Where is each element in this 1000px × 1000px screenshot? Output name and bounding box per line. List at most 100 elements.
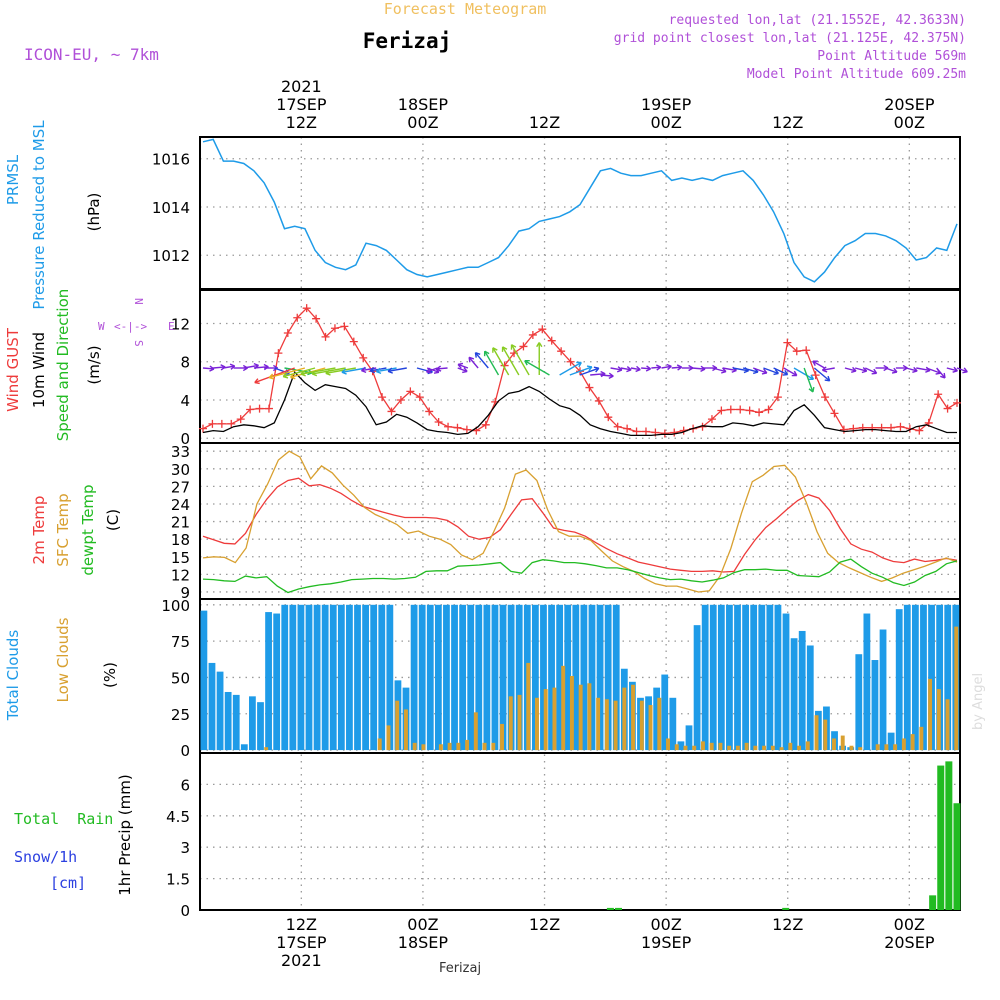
wind-arrow-head bbox=[782, 370, 789, 376]
low-cloud-bar bbox=[762, 745, 767, 751]
wind-arrow-head bbox=[289, 373, 296, 380]
wind-gust-marker bbox=[283, 329, 292, 338]
wind-direction-arrow bbox=[213, 366, 226, 369]
wind-arrow-head bbox=[536, 342, 543, 348]
wind-direction-arrow bbox=[559, 361, 582, 376]
low-cloud-bar bbox=[596, 697, 601, 751]
top-axis-date: 20SEP bbox=[884, 95, 935, 114]
wind-arrow-head bbox=[871, 368, 878, 375]
low-cloud-bar bbox=[692, 745, 697, 751]
low-cloud-bar bbox=[936, 689, 941, 751]
total-cloud-bar bbox=[782, 613, 790, 751]
low-cloud-bar bbox=[919, 726, 924, 751]
wind-arrow-head bbox=[524, 359, 530, 366]
total-cloud-bar bbox=[313, 604, 321, 751]
low-cloud-bar bbox=[727, 745, 732, 751]
y-tick-label: 0 bbox=[180, 430, 190, 448]
total-cloud-bar bbox=[386, 604, 394, 751]
low-cloud-bar bbox=[491, 742, 496, 751]
y-tick-label: 50 bbox=[171, 669, 190, 687]
wind-direction-arrow bbox=[661, 365, 672, 369]
wind-gust-marker bbox=[755, 408, 764, 417]
wind-gust-marker bbox=[302, 304, 311, 313]
total-cloud-bar bbox=[378, 604, 386, 751]
bottom-axis-date: 17SEP bbox=[276, 933, 327, 952]
wind-direction-arrow bbox=[492, 347, 510, 376]
pressure-line bbox=[202, 138, 958, 283]
wind-arrow-head bbox=[593, 366, 600, 373]
total-cloud-bar bbox=[499, 604, 507, 751]
wind-gust-marker bbox=[462, 425, 471, 434]
wind-arrow-head bbox=[608, 372, 614, 379]
y-axis-label: [cm] bbox=[50, 874, 86, 892]
wind-arrow-head bbox=[851, 366, 857, 374]
wind-direction-arrow bbox=[579, 367, 600, 376]
total-cloud-bar bbox=[717, 604, 725, 751]
wind-gust-marker bbox=[274, 349, 283, 358]
y-axis-label: 10m Wind bbox=[30, 332, 48, 408]
wind-arrow-head bbox=[501, 346, 508, 352]
low-cloud-bar bbox=[639, 700, 644, 751]
wind-gust-marker bbox=[378, 393, 387, 402]
y-tick-label: 1012 bbox=[152, 247, 190, 265]
wind-arrow-head bbox=[492, 347, 498, 353]
y-tick-label: 33 bbox=[171, 443, 190, 461]
total-cloud-bar bbox=[653, 687, 661, 751]
precip-bar bbox=[782, 907, 790, 910]
total-cloud-bar bbox=[459, 604, 467, 751]
total-cloud-bar bbox=[410, 604, 418, 751]
wind-gust-marker bbox=[736, 405, 745, 414]
total-cloud-bar bbox=[944, 604, 952, 751]
bottom-axis-hour: 00Z bbox=[894, 915, 925, 934]
y-tick-label: 1.5 bbox=[166, 871, 190, 889]
location-title: Ferizaj bbox=[363, 29, 452, 53]
low-cloud-bar bbox=[823, 719, 828, 751]
y-axis-label: Wind GUST bbox=[4, 327, 22, 412]
y-tick-label: 75 bbox=[171, 633, 190, 651]
y-axis-label: SFC Temp bbox=[54, 493, 72, 566]
total-cloud-bar bbox=[920, 604, 927, 751]
y-tick-label: 4 bbox=[180, 392, 190, 410]
wind-arrow-head bbox=[229, 363, 236, 370]
total-cloud-bar bbox=[685, 725, 693, 751]
y-axis-label: Low Clouds bbox=[54, 617, 72, 702]
low-cloud-bar bbox=[465, 739, 470, 751]
wind-direction-arrow bbox=[300, 367, 336, 375]
wind-gust-marker bbox=[783, 338, 792, 347]
low-cloud-bar bbox=[744, 742, 749, 751]
y-axis-label: (C) bbox=[104, 509, 122, 531]
wind-direction-arrow bbox=[524, 360, 550, 376]
wind-direction-arrow bbox=[854, 367, 867, 372]
wind-direction-arrow bbox=[936, 367, 946, 379]
total-cloud-bar bbox=[362, 604, 369, 751]
wind-arrow-head bbox=[436, 365, 442, 372]
wind-gust-marker bbox=[745, 406, 754, 415]
wind-gust-marker bbox=[415, 393, 424, 402]
wind-arrow-head bbox=[483, 350, 490, 357]
total-cloud-bar bbox=[887, 732, 895, 751]
total-cloud-bar bbox=[726, 604, 733, 751]
compass-south: S bbox=[132, 340, 145, 347]
compass-west: W bbox=[98, 320, 105, 333]
low-cloud-bar bbox=[403, 709, 408, 751]
chart-title: Forecast Meteogram bbox=[384, 0, 547, 18]
wind-gust-marker bbox=[330, 324, 339, 333]
total-cloud-bar bbox=[742, 604, 749, 751]
wind-gust-marker bbox=[641, 427, 650, 436]
total-cloud-bar bbox=[273, 613, 281, 751]
y-tick-label: 8 bbox=[180, 354, 190, 372]
low-cloud-bar bbox=[709, 742, 714, 751]
credit-watermark: by Angel bbox=[971, 673, 986, 730]
wind-gust-marker bbox=[264, 404, 273, 413]
wind-gust-marker bbox=[726, 405, 735, 414]
y-axis-label: Snow/1h bbox=[14, 848, 77, 866]
wind-arrow-head bbox=[655, 364, 662, 371]
wind-arrow-head bbox=[761, 368, 768, 375]
wind-direction-arrow bbox=[865, 367, 877, 374]
precip-bar bbox=[606, 907, 614, 910]
wind-direction-arrow bbox=[763, 367, 779, 375]
wind-gust-marker bbox=[434, 417, 443, 426]
wind-gust-marker bbox=[839, 425, 848, 434]
y-tick-label: 24 bbox=[171, 496, 190, 514]
